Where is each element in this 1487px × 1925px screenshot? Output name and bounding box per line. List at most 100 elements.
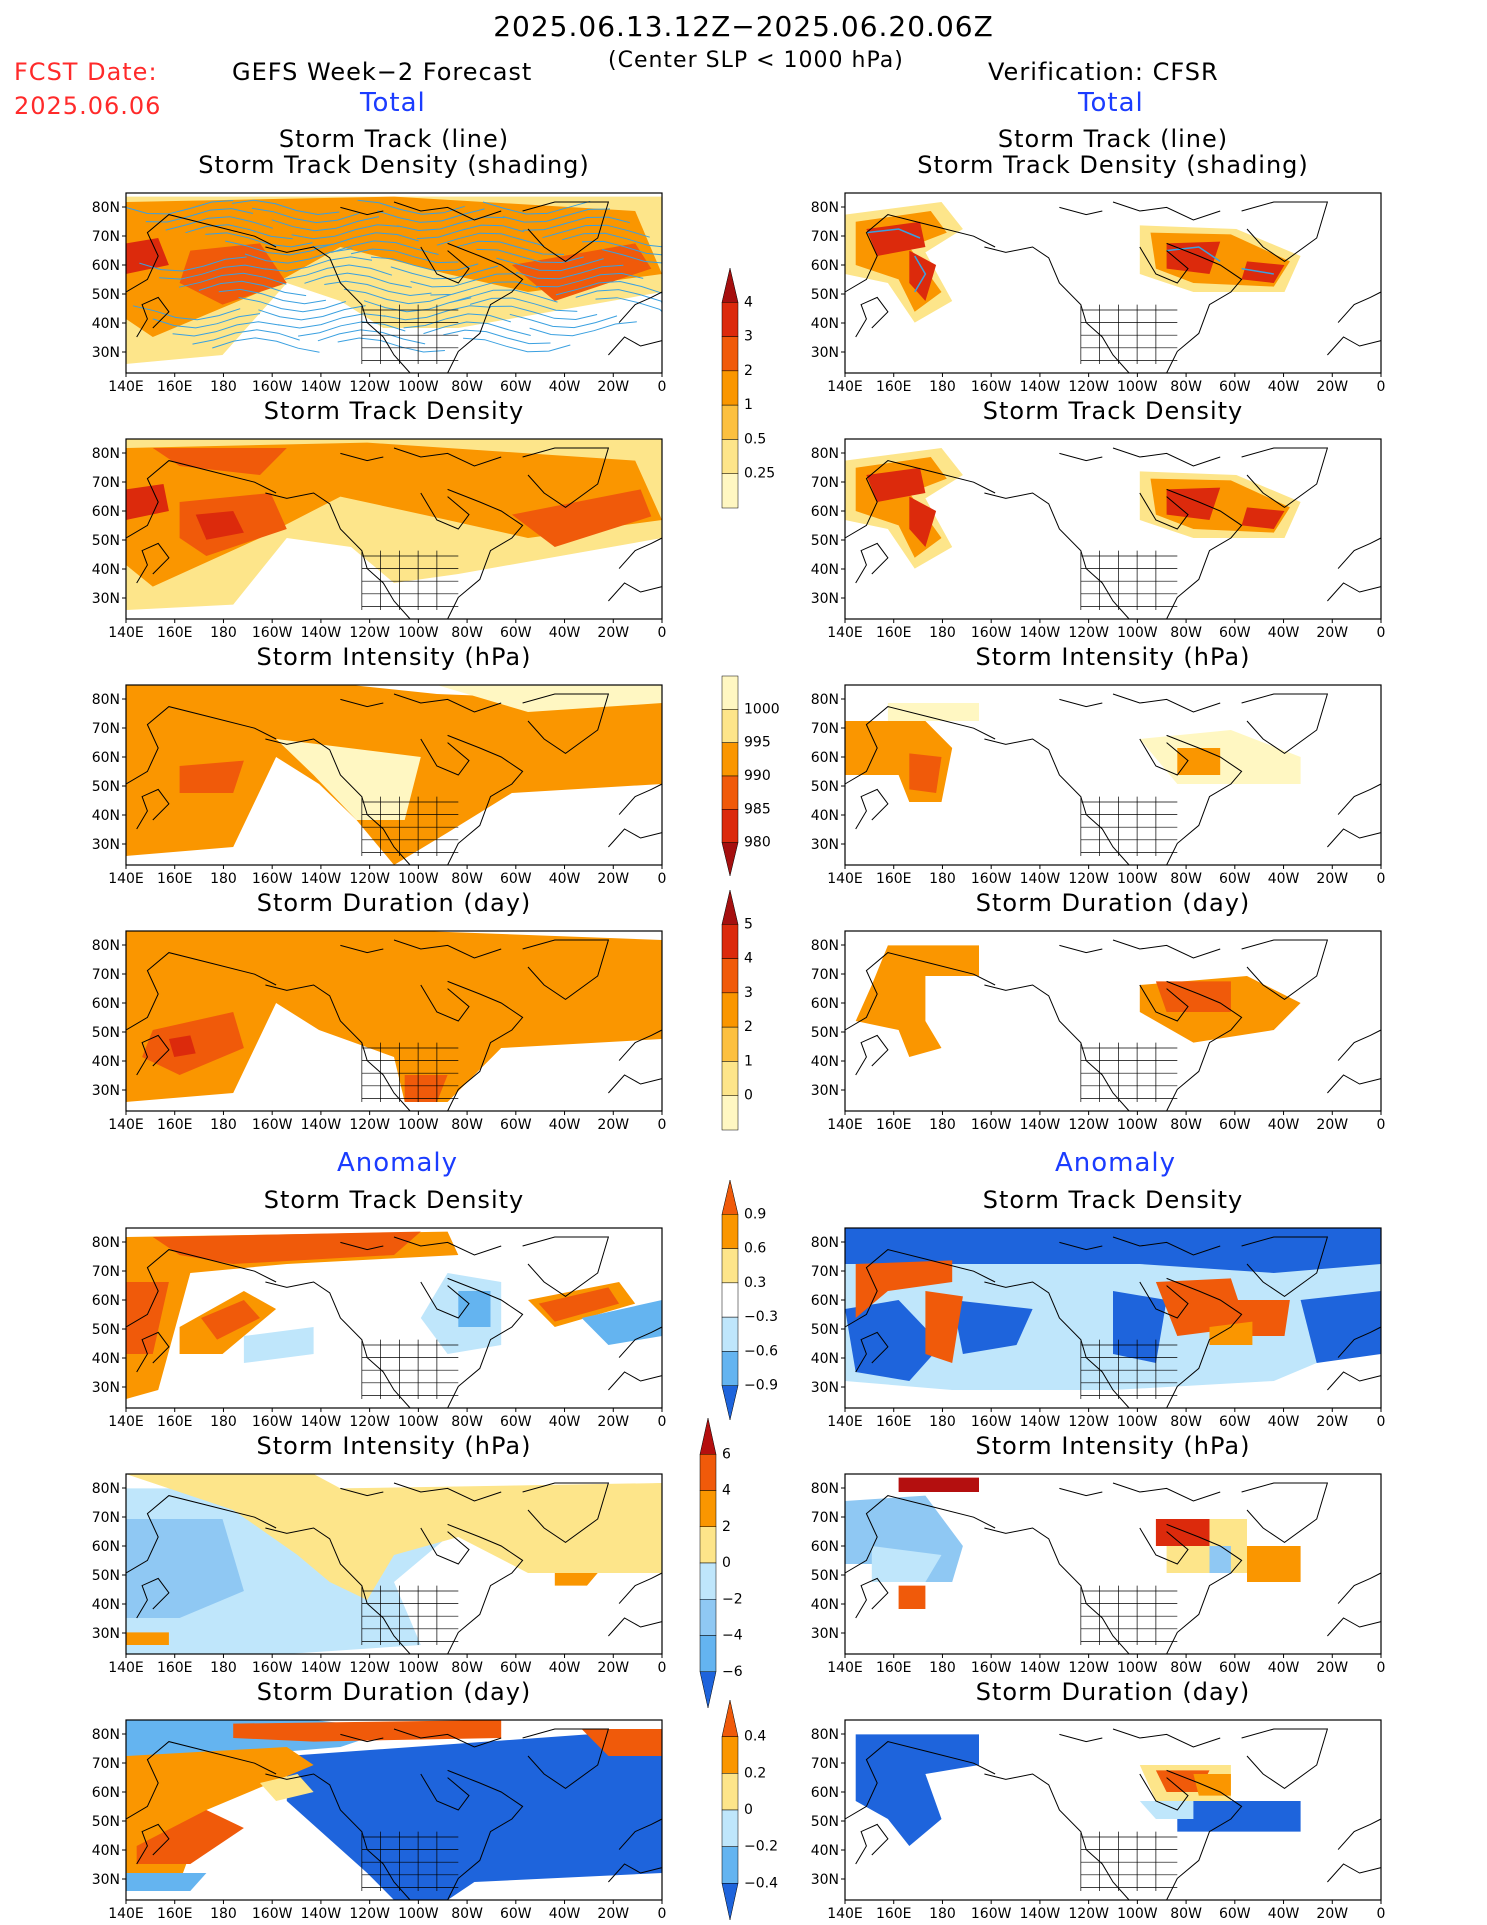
lat-label: 40N — [811, 1843, 839, 1859]
lon-label: 140W — [301, 1117, 342, 1133]
lon-label: 100W — [1117, 1117, 1158, 1133]
lon-label: 100W — [1117, 1414, 1158, 1430]
colorbar-label: 980 — [744, 835, 771, 851]
lat-label: 30N — [811, 1872, 839, 1888]
coastline — [265, 246, 411, 374]
lon-label: 0 — [1377, 1117, 1386, 1133]
coastline — [608, 1863, 663, 1883]
lon-label: 160E — [157, 1414, 193, 1430]
panel-title-anom-intensity-left: Storm Intensity (hPa) — [256, 1432, 532, 1460]
map-frame — [125, 1473, 663, 1655]
lat-label: 50N — [811, 779, 839, 795]
lon-label: 160E — [157, 379, 193, 395]
colorbar-segment — [721, 370, 739, 406]
left-anomaly-heading: Anomaly — [337, 1148, 459, 1178]
lat-label: 40N — [811, 562, 839, 578]
lon-label: 0 — [1377, 1414, 1386, 1430]
shading-region — [126, 1873, 207, 1891]
coastline — [984, 492, 1130, 620]
lon-label: 140E — [108, 1414, 144, 1430]
lat-label: 80N — [92, 446, 120, 462]
lon-label: 60W — [1219, 1660, 1251, 1676]
map-panel-anom-duration-left: 80N 70N 60N 50N 40N 30N 140E 160E 180 160W 140W 120… — [92, 1719, 666, 1922]
lat-label: 70N — [92, 1756, 120, 1772]
panel-title-anom-intensity-right: Storm Intensity (hPa) — [975, 1432, 1251, 1460]
colorbar-label: 0 — [744, 1088, 753, 1104]
coastline — [125, 214, 277, 293]
coastline — [136, 542, 170, 584]
storm-track-line — [370, 256, 479, 272]
storm-track-line — [324, 280, 432, 297]
coastline — [1241, 1728, 1329, 1790]
shading-region — [126, 196, 662, 337]
storm-track-line — [416, 224, 525, 240]
coastline — [393, 1728, 502, 1748]
lon-label: 40W — [1268, 1906, 1300, 1922]
storm-track-line — [1241, 267, 1274, 275]
lon-label: 20W — [597, 379, 629, 395]
lon-label: 100W — [1117, 1906, 1158, 1922]
lon-label: 140E — [108, 871, 144, 887]
coastline — [340, 1241, 384, 1251]
coastline — [420, 984, 470, 1022]
coastline — [1327, 1371, 1382, 1391]
storm-track-line — [205, 232, 313, 248]
lat-label: 40N — [811, 1351, 839, 1367]
lon-label: 120W — [1068, 379, 1109, 395]
lat-label: 50N — [92, 1025, 120, 1041]
coastline — [1139, 738, 1189, 776]
lat-label: 80N — [92, 200, 120, 216]
shading-region — [887, 703, 979, 721]
panel-title-anom-density-left: Storm Track Density — [263, 1186, 525, 1214]
lon-label: 120W — [349, 1414, 390, 1430]
storm-track-line — [516, 264, 624, 280]
lat-label: 60N — [811, 1539, 839, 1555]
coastline — [844, 706, 996, 785]
coastline — [844, 1495, 996, 1574]
colorbar-arrow — [721, 1699, 739, 1737]
lat-label: 50N — [811, 1025, 839, 1041]
coastline — [984, 738, 1130, 866]
lon-label: 140W — [1020, 625, 1061, 641]
lon-label: 20W — [597, 1414, 629, 1430]
coastline — [1112, 1236, 1221, 1256]
lon-label: 60W — [500, 379, 532, 395]
coastline — [855, 1331, 889, 1373]
lon-label: 180 — [210, 379, 237, 395]
coastline — [844, 952, 996, 1031]
coastline — [136, 1577, 170, 1619]
coastline — [1166, 242, 1243, 374]
colorbar-label: 2 — [722, 1519, 731, 1535]
lat-label: 60N — [92, 996, 120, 1012]
lon-label: 160E — [157, 625, 193, 641]
lat-label: 70N — [92, 1510, 120, 1526]
coastline — [125, 1741, 277, 1820]
colorbar-arrow — [721, 1385, 739, 1421]
coastline — [136, 1331, 170, 1373]
colorbar-segment — [721, 336, 739, 372]
shading-region — [909, 496, 937, 547]
coastline — [447, 1523, 524, 1655]
colorbar-segment — [721, 675, 739, 710]
lon-label: 160W — [971, 1117, 1012, 1133]
coastline — [855, 542, 889, 584]
lon-label: 80W — [1170, 1117, 1202, 1133]
coastline — [855, 1577, 889, 1619]
lon-label: 60W — [1219, 379, 1251, 395]
lat-label: 50N — [811, 287, 839, 303]
coastline — [1337, 1326, 1382, 1358]
colorbar-segment — [699, 1635, 717, 1672]
storm-track-line — [535, 272, 644, 288]
shading-region — [855, 1260, 953, 1318]
map-frame — [844, 1719, 1382, 1901]
shading-region — [855, 945, 979, 1057]
lon-label: 20W — [1316, 1117, 1348, 1133]
map-panel-anom-density-right: 80N 70N 60N 50N 40N 30N 140E 160E 180 160W 140W 120… — [811, 1227, 1386, 1430]
shading-region — [233, 1720, 502, 1742]
map-panel-duration-right: 80N 70N 60N 50N 40N 30N 140E 160E 180 160W 140W 120… — [811, 930, 1386, 1133]
lon-label: 160W — [252, 1117, 293, 1133]
shading-region — [1139, 1801, 1194, 1819]
storm-track-line — [350, 248, 459, 264]
lat-label: 60N — [811, 1785, 839, 1801]
